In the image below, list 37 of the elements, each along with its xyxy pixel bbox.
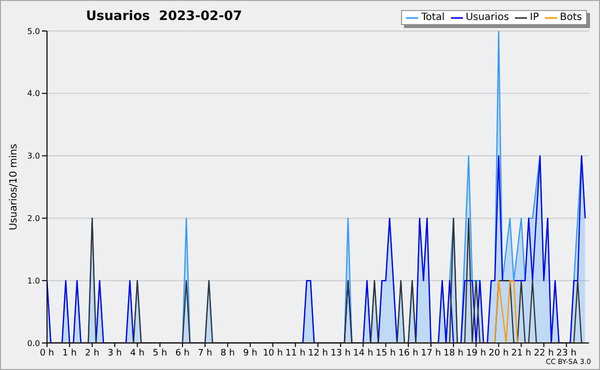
x-tick-label: 12 h bbox=[308, 348, 328, 358]
x-tick-label: 5 h bbox=[152, 348, 168, 358]
x-tick-label: 1 h bbox=[62, 348, 77, 358]
x-tick-label: 4 h bbox=[130, 348, 144, 358]
x-tick-label: 13 h bbox=[330, 348, 351, 358]
x-tick-label: 16 h bbox=[398, 348, 418, 358]
legend-label: Usuarios bbox=[466, 12, 509, 23]
chart-title: Usuarios 2023-02-07 bbox=[86, 9, 242, 24]
x-tick-label: 8 h bbox=[220, 348, 235, 358]
x-tick-label: 3 h bbox=[108, 348, 122, 358]
y-tick-label: 5.0 bbox=[27, 26, 40, 36]
x-tick-label: 23 h bbox=[556, 348, 576, 358]
y-tick-label: 2.0 bbox=[27, 214, 40, 224]
x-tick-label: 6 h bbox=[175, 348, 190, 358]
y-tick-label: 0.0 bbox=[27, 338, 40, 348]
x-tick-label: 18 h bbox=[443, 348, 464, 358]
x-tick-label: 7 h bbox=[198, 348, 212, 358]
x-tick-label: 20 h bbox=[488, 348, 509, 358]
x-tick-label: 11 h bbox=[285, 348, 306, 358]
x-tick-label: 19 h bbox=[466, 348, 486, 358]
x-tick-label: 9 h bbox=[243, 348, 258, 358]
x-tick-label: 22 h bbox=[534, 348, 554, 358]
x-tick-label: 14 h bbox=[353, 348, 374, 358]
line-series bbox=[47, 155, 586, 343]
x-tick-label: 17 h bbox=[420, 348, 441, 358]
x-tick-label: 15 h bbox=[376, 348, 396, 358]
x-tick-label: 21 h bbox=[511, 348, 532, 358]
y-tick-label: 3.0 bbox=[27, 152, 40, 161]
y-tick-label: 4.0 bbox=[27, 89, 40, 98]
y-axis-title: Usuarios/10 mins bbox=[8, 144, 20, 230]
legend-label: Total bbox=[421, 12, 445, 23]
x-tick-label: 0 h bbox=[40, 348, 54, 358]
legend-label: IP bbox=[530, 12, 539, 23]
x-tick-label: 10 h bbox=[262, 348, 283, 358]
legend-label: Bots bbox=[560, 12, 582, 23]
x-tick-label: 2 h bbox=[85, 348, 100, 358]
y-tick-label: 1.0 bbox=[27, 276, 40, 286]
